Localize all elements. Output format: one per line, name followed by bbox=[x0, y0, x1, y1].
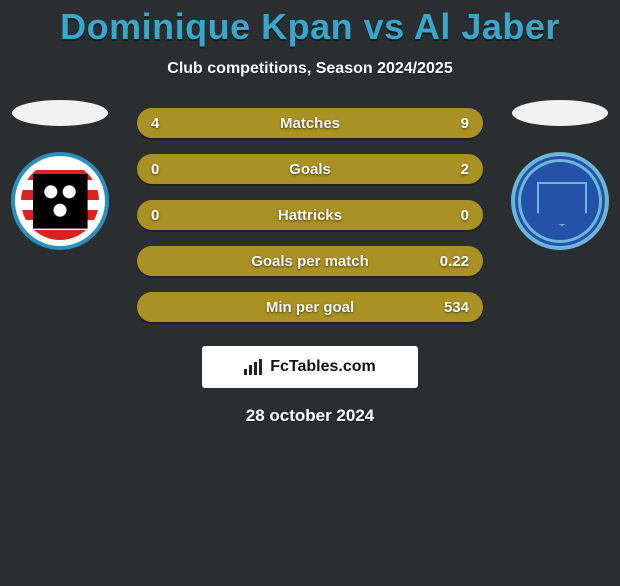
siroki-brijeg-badge bbox=[11, 152, 109, 250]
stat-right-value: 9 bbox=[461, 115, 469, 132]
footer-date: 28 october 2024 bbox=[0, 406, 620, 426]
stat-row-matches: 4 Matches 9 bbox=[137, 108, 483, 138]
stat-label: Hattricks bbox=[278, 207, 342, 224]
stat-right-value: 534 bbox=[444, 299, 469, 316]
stat-label: Goals per match bbox=[251, 253, 369, 270]
right-silhouette-placeholder bbox=[512, 100, 608, 126]
stat-label: Matches bbox=[280, 115, 340, 132]
zeljeznicar-badge bbox=[511, 152, 609, 250]
stat-left-value: 0 bbox=[151, 207, 159, 224]
stat-row-goals: 0 Goals 2 bbox=[137, 154, 483, 184]
subtitle: Club competitions, Season 2024/2025 bbox=[0, 60, 620, 78]
page-title: Dominique Kpan vs Al Jaber bbox=[0, 6, 620, 48]
stat-row-goals-per-match: Goals per match 0.22 bbox=[137, 246, 483, 276]
stat-label: Goals bbox=[289, 161, 331, 178]
stat-right-value: 2 bbox=[461, 161, 469, 178]
stat-row-min-per-goal: Min per goal 534 bbox=[137, 292, 483, 322]
branding-text: FcTables.com bbox=[270, 358, 376, 376]
comparison-panel: 4 Matches 9 0 Goals 2 0 Hattricks 0 Goal… bbox=[0, 108, 620, 426]
stat-bars: 4 Matches 9 0 Goals 2 0 Hattricks 0 Goal… bbox=[137, 108, 483, 322]
left-team-column bbox=[0, 100, 120, 250]
stat-row-hattricks: 0 Hattricks 0 bbox=[137, 200, 483, 230]
infographic-root: Dominique Kpan vs Al Jaber Club competit… bbox=[0, 6, 620, 426]
branding-box: FcTables.com bbox=[202, 346, 418, 388]
stat-right-value: 0 bbox=[461, 207, 469, 224]
left-silhouette-placeholder bbox=[12, 100, 108, 126]
stat-label: Min per goal bbox=[266, 299, 354, 316]
bar-chart-icon bbox=[244, 359, 264, 375]
stat-left-value: 0 bbox=[151, 161, 159, 178]
right-team-column bbox=[500, 100, 620, 250]
stat-right-value: 0.22 bbox=[440, 253, 469, 270]
stat-left-value: 4 bbox=[151, 115, 159, 132]
